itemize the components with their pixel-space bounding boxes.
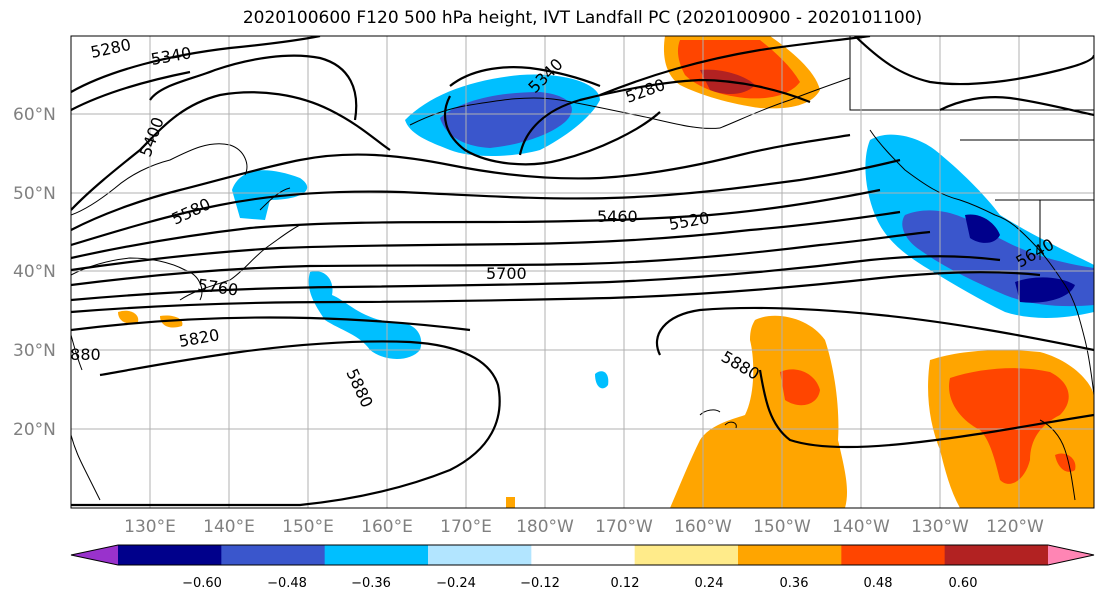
colorbar [70,544,1095,566]
lon-label: 160°E [361,517,413,537]
ivt-negative-shading [232,74,1094,389]
lon-label: 160°W [674,517,732,537]
colorbar-tick: 0.60 [949,576,978,591]
lon-label: 130°W [911,517,969,537]
colorbar-segment [531,545,636,565]
graticule [71,36,1094,508]
lon-label: 170°W [595,517,653,537]
lon-label: 130°E [124,517,176,537]
contour-label: 5700 [486,264,527,283]
contour-label: 5460 [597,207,638,226]
colorbar-tick-labels: −0.60 −0.48 −0.36 −0.24 −0.12 0.12 0.24 … [182,576,977,591]
lon-label: 150°E [282,517,334,537]
coastlines [71,36,1094,501]
colorbar-tick: −0.24 [436,576,476,591]
lat-label: 40°N [13,262,56,282]
height-contours [71,36,1094,507]
colorbar-extend-max [1048,545,1094,565]
colorbar-tick: −0.48 [267,576,307,591]
lon-label: 120°W [986,517,1044,537]
colorbar-tick: 0.12 [611,576,640,591]
lat-label: 60°N [13,105,56,125]
contour-label: 5880 [60,345,101,364]
lon-label: 150°W [753,517,811,537]
lon-label: 140°W [832,517,890,537]
lon-label: 170°E [440,517,492,537]
lon-label: 180°W [516,517,574,537]
map-border [70,35,1095,509]
colorbar-tick: −0.36 [351,576,391,591]
latitude-labels: 60°N 50°N 40°N 30°N 20°N [13,105,56,440]
colorbar-segment [738,545,842,565]
colorbar-tick: −0.60 [182,576,222,591]
colorbar-segment [118,545,222,565]
longitude-labels: 130°E 140°E 150°E 160°E 170°E 180°W 170°… [124,517,1044,537]
lon-label: 140°E [203,517,255,537]
colorbar-outline [70,544,1095,566]
colorbar-extend-min [71,545,118,565]
colorbar-segment [428,545,532,565]
colorbar-segment [324,545,429,565]
colorbar-tick: −0.12 [520,576,560,591]
colorbar-segment [841,545,946,565]
colorbar-tick: 0.24 [695,576,724,591]
colorbar-segment [634,545,739,565]
lat-label: 30°N [13,341,56,361]
map-title: 2020100600 F120 500 hPa height, IVT Land… [242,8,923,28]
colorbar-segment [944,545,1049,565]
colorbar-tick: 0.48 [864,576,893,591]
colorbar-tick: 0.36 [780,576,809,591]
lat-label: 50°N [13,184,56,204]
colorbar-segment [221,545,326,565]
lat-label: 20°N [13,420,56,440]
